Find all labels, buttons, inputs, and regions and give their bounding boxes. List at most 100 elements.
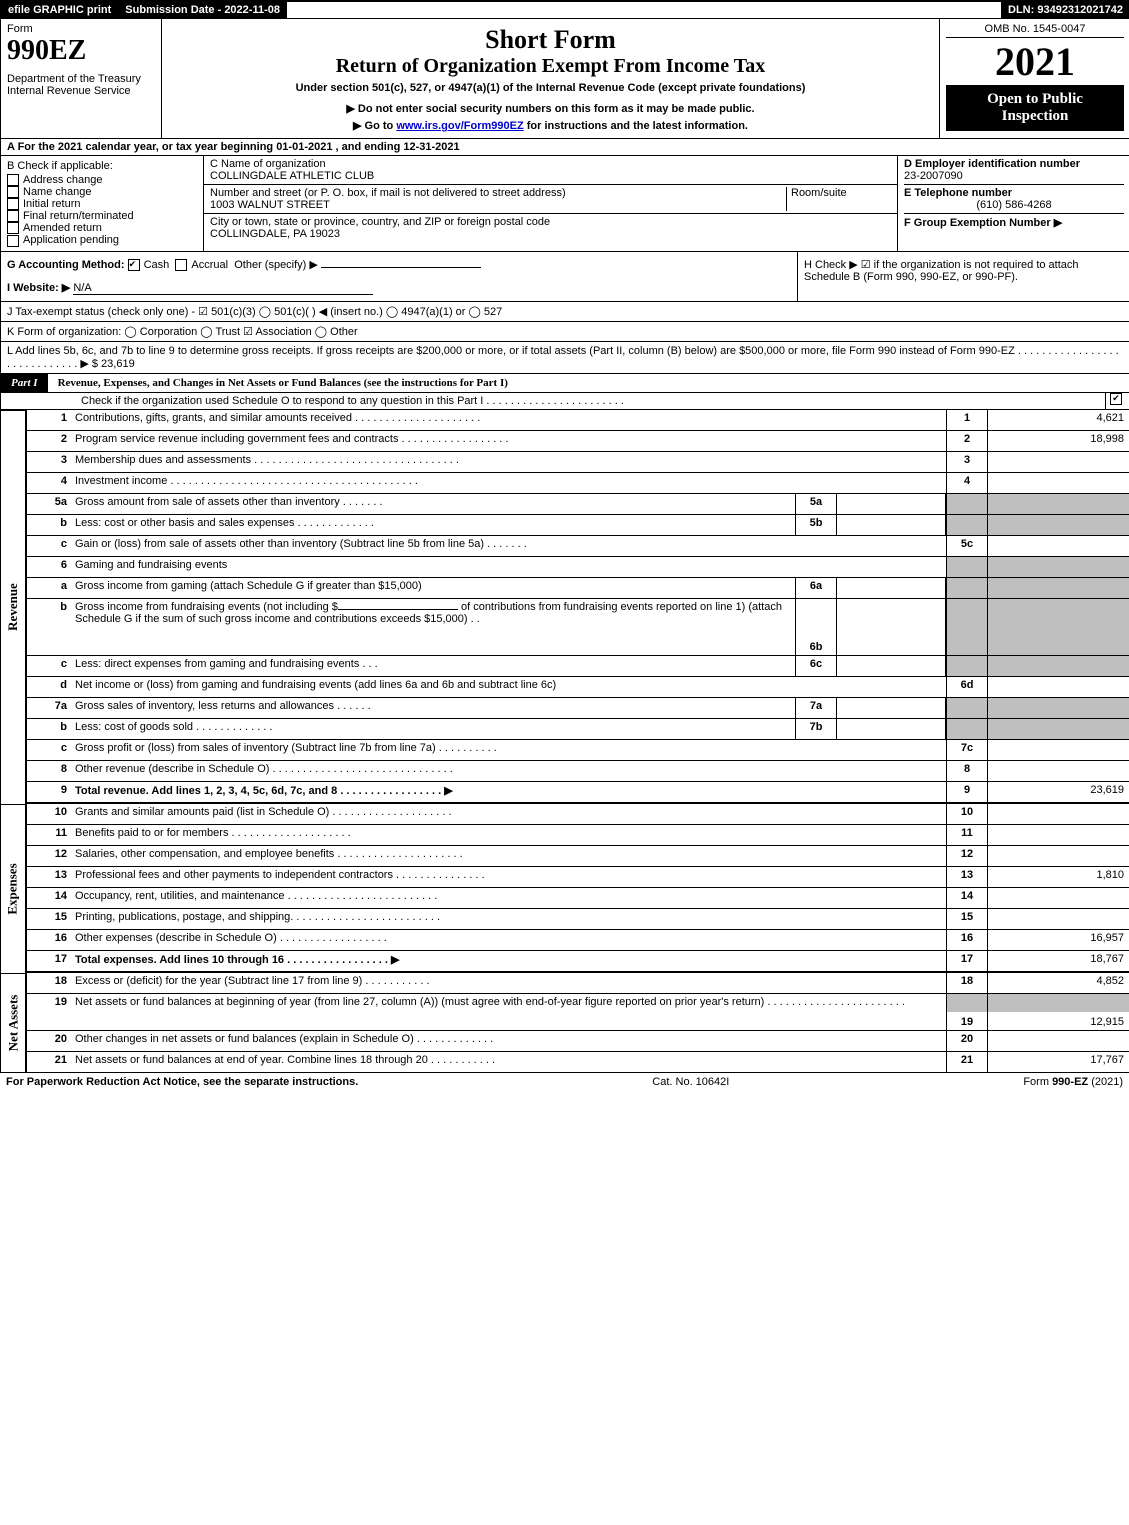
- ln9-desc: Total revenue. Add lines 1, 2, 3, 4, 5c,…: [71, 782, 946, 802]
- form-label: Form: [7, 23, 155, 35]
- ln4-desc: Investment income . . . . . . . . . . . …: [71, 473, 946, 493]
- ln13-num: 13: [27, 867, 71, 887]
- ln20-desc: Other changes in net assets or fund bala…: [71, 1031, 946, 1051]
- ln10-desc: Grants and similar amounts paid (list in…: [71, 804, 946, 824]
- ln21-num: 21: [27, 1052, 71, 1072]
- ln7b-key-shaded: [946, 719, 988, 739]
- ln1-num: 1: [27, 410, 71, 430]
- efile-print-button[interactable]: efile GRAPHIC print: [1, 1, 118, 19]
- ln1-key: 1: [946, 410, 988, 430]
- ln3-num: 3: [27, 452, 71, 472]
- check-application-pending[interactable]: [7, 235, 19, 247]
- part1-title: Revenue, Expenses, and Changes in Net As…: [48, 377, 508, 389]
- top-spacer: [287, 1, 1001, 19]
- e-tel-label: E Telephone number: [904, 184, 1124, 199]
- ln17-desc: Total expenses. Add lines 10 through 16 …: [71, 951, 946, 971]
- ln6b-sub: 6b: [795, 599, 837, 655]
- ln3-val: [988, 452, 1129, 472]
- ln5b-sub: 5b: [795, 515, 837, 535]
- ln18-num: 18: [27, 973, 71, 993]
- expenses-vert-label: Expenses: [1, 804, 27, 973]
- check-amended-return[interactable]: [7, 222, 19, 234]
- room-suite-label: Room/suite: [786, 187, 891, 211]
- g-label: G Accounting Method:: [7, 259, 125, 271]
- check-address-change[interactable]: [7, 174, 19, 186]
- ln5a-val-shaded: [988, 494, 1129, 514]
- header-right: OMB No. 1545-0047 2021 Open to Public In…: [940, 19, 1129, 138]
- ln2-num: 2: [27, 431, 71, 451]
- c-addr-label: Number and street (or P. O. box, if mail…: [210, 187, 786, 199]
- ln6a-subval: [837, 578, 946, 598]
- part1-schedule-o-check[interactable]: [1110, 393, 1122, 405]
- ln6a-key-shaded: [946, 578, 988, 598]
- ln4-num: 4: [27, 473, 71, 493]
- subtitle: Under section 501(c), 527, or 4947(a)(1)…: [168, 82, 933, 94]
- check-cash[interactable]: [128, 259, 140, 271]
- ln13-key: 13: [946, 867, 988, 887]
- ln6d-key: 6d: [946, 677, 988, 697]
- ln5b-key-shaded: [946, 515, 988, 535]
- submission-date: Submission Date - 2022-11-08: [118, 1, 287, 19]
- b-label: B Check if applicable:: [7, 160, 197, 172]
- l-value: 23,619: [101, 358, 135, 370]
- ln16-key: 16: [946, 930, 988, 950]
- ln7a-subval: [837, 698, 946, 718]
- top-bar: efile GRAPHIC print Submission Date - 20…: [1, 1, 1129, 19]
- ln21-val: 17,767: [988, 1052, 1129, 1072]
- ln7c-key: 7c: [946, 740, 988, 760]
- ln6c-num: c: [27, 656, 71, 676]
- l-text: L Add lines 5b, 6c, and 7b to line 9 to …: [7, 345, 1119, 370]
- ln3-key: 3: [946, 452, 988, 472]
- ln15-desc: Printing, publications, postage, and shi…: [71, 909, 946, 929]
- org-street: 1003 WALNUT STREET: [210, 199, 786, 211]
- ln10-key: 10: [946, 804, 988, 824]
- ln1-desc: Contributions, gifts, grants, and simila…: [71, 410, 946, 430]
- g-accrual: Accrual: [191, 259, 228, 271]
- ln6c-subval: [837, 656, 946, 676]
- ln6a-val-shaded: [988, 578, 1129, 598]
- b-item-1: Name change: [23, 186, 92, 198]
- form-number: 990EZ: [7, 35, 155, 67]
- ln5b-val-shaded: [988, 515, 1129, 535]
- ln13-desc: Professional fees and other payments to …: [71, 867, 946, 887]
- ln7b-desc: Less: cost of goods sold . . . . . . . .…: [71, 719, 795, 739]
- ln6c-key-shaded: [946, 656, 988, 676]
- check-initial-return[interactable]: [7, 198, 19, 210]
- ln7b-sub: 7b: [795, 719, 837, 739]
- ln15-key: 15: [946, 909, 988, 929]
- ln8-num: 8: [27, 761, 71, 781]
- ln5c-num: c: [27, 536, 71, 556]
- c-city-label: City or town, state or province, country…: [210, 216, 891, 228]
- ln6b-key-shaded: [946, 599, 988, 655]
- ln8-desc: Other revenue (describe in Schedule O) .…: [71, 761, 946, 781]
- ln12-desc: Salaries, other compensation, and employ…: [71, 846, 946, 866]
- ln10-num: 10: [27, 804, 71, 824]
- ln6c-val-shaded: [988, 656, 1129, 676]
- website-value: N/A: [73, 282, 373, 295]
- ln6d-val: [988, 677, 1129, 697]
- ln19-val: 12,915: [988, 994, 1129, 1030]
- ein-value: 23-2007090: [904, 170, 1124, 182]
- ln10-val: [988, 804, 1129, 824]
- part1-label: Part I: [1, 374, 48, 392]
- check-accrual[interactable]: [175, 259, 187, 271]
- note-ssn: ▶ Do not enter social security numbers o…: [168, 102, 933, 115]
- b-item-4: Amended return: [23, 222, 102, 234]
- check-final-return[interactable]: [7, 210, 19, 222]
- ln7a-num: 7a: [27, 698, 71, 718]
- section-a: A For the 2021 calendar year, or tax yea…: [1, 139, 1129, 156]
- section-l: L Add lines 5b, 6c, and 7b to line 9 to …: [1, 342, 1129, 373]
- ln12-num: 12: [27, 846, 71, 866]
- ln6d-desc: Net income or (loss) from gaming and fun…: [71, 677, 946, 697]
- check-name-change[interactable]: [7, 186, 19, 198]
- ln16-val: 16,957: [988, 930, 1129, 950]
- ln5b-num: b: [27, 515, 71, 535]
- ln4-val: [988, 473, 1129, 493]
- ln20-val: [988, 1031, 1129, 1051]
- irs-link[interactable]: www.irs.gov/Form990EZ: [396, 120, 523, 132]
- header-center: Short Form Return of Organization Exempt…: [162, 19, 940, 138]
- ln8-key: 8: [946, 761, 988, 781]
- ln21-desc: Net assets or fund balances at end of ye…: [71, 1052, 946, 1072]
- d-ein-label: D Employer identification number: [904, 158, 1124, 170]
- footer-catno: Cat. No. 10642I: [652, 1076, 729, 1088]
